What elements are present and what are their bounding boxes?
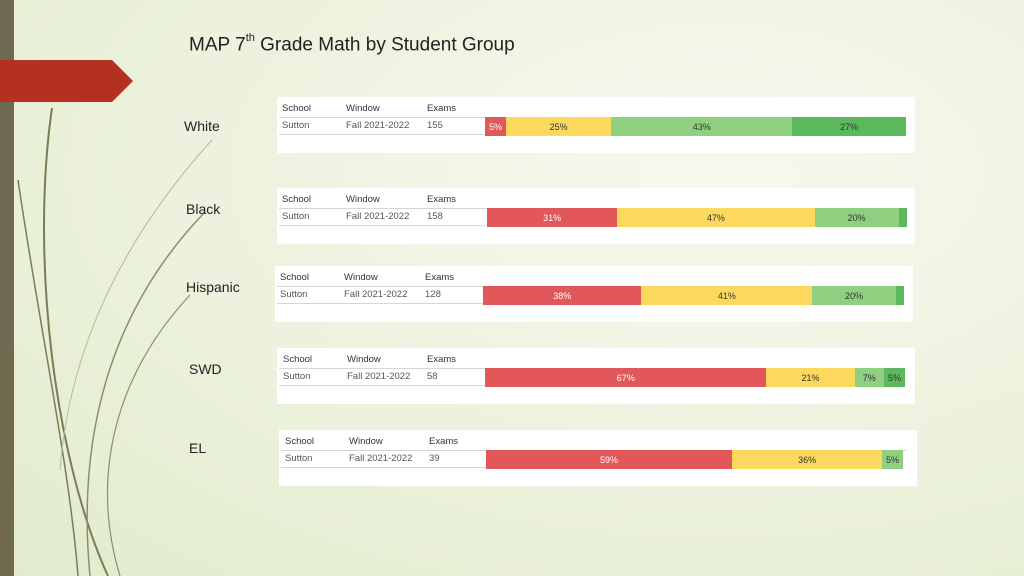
group-label: White [184, 118, 220, 134]
cell-exams: 158 [427, 211, 443, 222]
segment-label: 41% [717, 290, 736, 301]
segment-label: 7% [862, 372, 876, 383]
group-label: Black [186, 201, 221, 217]
row-divider [277, 303, 483, 304]
row-divider [279, 225, 485, 226]
bar-segment-level-4[interactable] [898, 208, 907, 227]
segment-label: 5% [489, 121, 503, 132]
stacked-bar: 59% 36% 5% [486, 450, 903, 469]
row-divider [281, 467, 487, 468]
cell-school: Sutton [282, 120, 310, 131]
cell-window: Fall 2021-2022 [346, 211, 410, 222]
chart-panel: School Sutton Window Fall 2021-2022 Exams 58 6… [277, 348, 915, 404]
column-header-window: Window [349, 436, 383, 447]
segment-label: 27% [840, 121, 859, 132]
group-label: Hispanic [186, 279, 240, 295]
cell-school: Sutton [280, 289, 308, 300]
stacked-bar: 38% 41% 20% [483, 286, 904, 305]
bar-segment-level-4[interactable]: 5% [883, 368, 905, 387]
segment-label: 25% [549, 121, 568, 132]
segment-label: 21% [801, 372, 820, 383]
column-header-school: School [283, 354, 313, 365]
bar-segment-level-4[interactable] [895, 286, 904, 305]
bar-segment-level-1[interactable]: 31% [487, 208, 618, 227]
chart-panel: School Sutton Window Fall 2021-2022 Exams 158… [277, 188, 915, 244]
column-header-school: School [282, 103, 312, 114]
group-label: SWD [189, 361, 222, 377]
stacked-bar: 67% 21% 7% 5% [485, 368, 905, 387]
segment-label: 59% [600, 454, 619, 465]
cell-exams: 128 [425, 289, 441, 300]
cell-window: Fall 2021-2022 [349, 453, 413, 464]
segment-label: 5% [887, 372, 901, 383]
column-header-exams: Exams [429, 436, 459, 447]
column-header-exams: Exams [427, 354, 457, 365]
cell-school: Sutton [282, 211, 310, 222]
cell-school: Sutton [285, 453, 313, 464]
column-header-exams: Exams [425, 272, 455, 283]
column-header-window: Window [346, 194, 380, 205]
segment-label: 20% [844, 290, 863, 301]
segment-label: 67% [616, 372, 635, 383]
cell-exams: 155 [427, 120, 443, 131]
segment-label: 36% [798, 454, 817, 465]
bar-segment-level-2[interactable]: 41% [641, 286, 813, 305]
bar-segment-level-4[interactable]: 27% [792, 117, 906, 136]
bar-segment-level-2[interactable]: 36% [732, 450, 883, 469]
bar-segment-level-1[interactable]: 67% [485, 368, 767, 387]
chart-panel: School Sutton Window Fall 2021-2022 Exams 155… [277, 97, 915, 153]
group-label: EL [189, 440, 207, 456]
bar-segment-level-1[interactable]: 5% [485, 117, 507, 136]
bar-segment-level-2[interactable]: 25% [506, 117, 612, 136]
bar-segment-level-3[interactable]: 7% [854, 368, 884, 387]
bar-segment-level-1[interactable]: 59% [486, 450, 733, 469]
segment-label: 43% [692, 121, 711, 132]
stacked-bar: 31% 47% 20% [487, 208, 907, 227]
bar-segment-level-3[interactable]: 5% [882, 450, 903, 469]
chart-panel: School Sutton Window Fall 2021-2022 Exams 39 5… [279, 430, 917, 486]
segment-label: 38% [553, 290, 572, 301]
bar-segment-level-1[interactable]: 38% [483, 286, 642, 305]
bar-segment-level-2[interactable]: 47% [617, 208, 815, 227]
cell-exams: 58 [427, 371, 438, 382]
segment-label: 47% [706, 212, 725, 223]
column-header-school: School [285, 436, 315, 447]
column-header-exams: Exams [427, 194, 457, 205]
segment-label: 20% [847, 212, 866, 223]
column-header-window: Window [344, 272, 378, 283]
chart-panel: School Sutton Window Fall 2021-2022 Exams 128… [275, 266, 913, 322]
page-title: MAP 7th Grade Math by Student Group [189, 32, 515, 56]
red-arrow-tab [0, 60, 133, 102]
cell-window: Fall 2021-2022 [347, 371, 411, 382]
column-header-window: Window [346, 103, 380, 114]
column-header-school: School [280, 272, 310, 283]
bar-segment-level-3[interactable]: 43% [611, 117, 793, 136]
bar-segment-level-3[interactable]: 20% [814, 208, 899, 227]
column-header-school: School [282, 194, 312, 205]
bar-segment-level-3[interactable]: 20% [812, 286, 896, 305]
cell-exams: 39 [429, 453, 440, 464]
column-header-window: Window [347, 354, 381, 365]
decorative-curves [17, 107, 213, 576]
row-divider [279, 134, 485, 135]
row-divider [279, 385, 485, 386]
segment-label: 31% [543, 212, 562, 223]
bar-segment-level-2[interactable]: 21% [766, 368, 855, 387]
cell-window: Fall 2021-2022 [346, 120, 410, 131]
cell-window: Fall 2021-2022 [344, 289, 408, 300]
column-header-exams: Exams [427, 103, 457, 114]
left-accent-bar [0, 0, 14, 576]
stacked-bar: 5% 25% 43% 27% [485, 117, 906, 136]
cell-school: Sutton [283, 371, 311, 382]
segment-label: 5% [886, 454, 900, 465]
